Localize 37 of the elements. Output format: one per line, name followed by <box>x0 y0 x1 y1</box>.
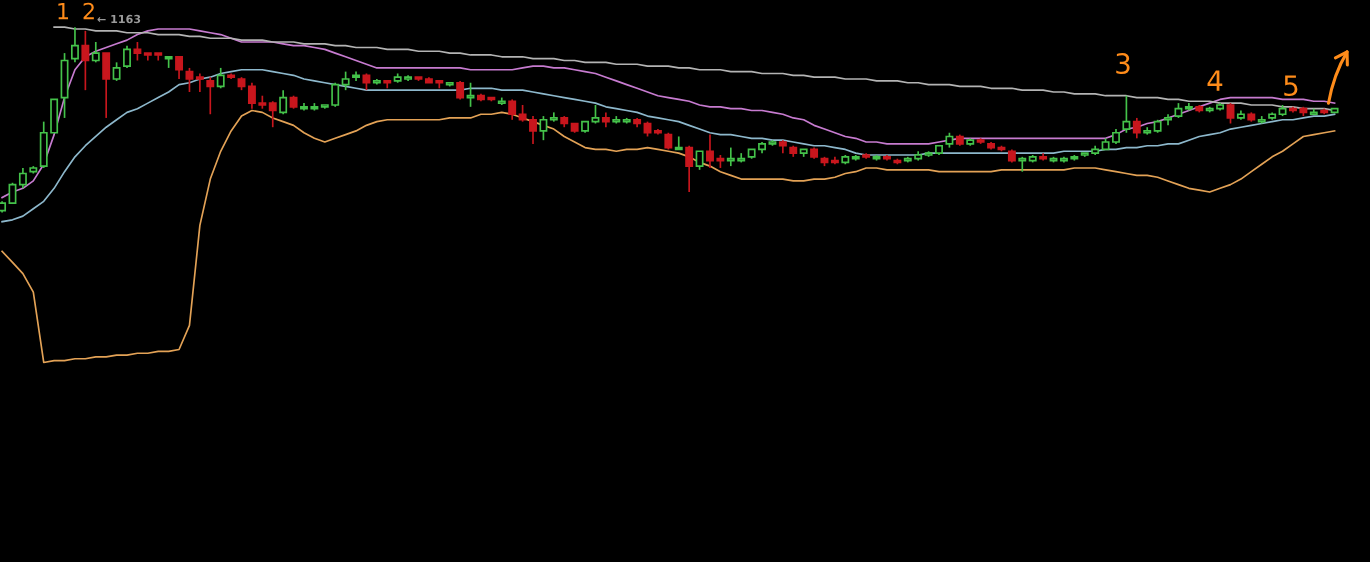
candlestick <box>456 80 465 101</box>
annotation: 3 <box>1116 53 1130 75</box>
candlestick <box>539 115 548 142</box>
candlestick <box>331 81 340 108</box>
candlestick <box>133 41 142 62</box>
candlestick <box>247 81 256 110</box>
candlestick <box>706 133 714 169</box>
candlestick <box>341 70 350 91</box>
candlestick <box>1226 102 1235 125</box>
candlestick <box>695 150 704 171</box>
candlestick <box>91 41 100 64</box>
candlestick <box>268 100 277 129</box>
candlestick <box>206 76 215 116</box>
candlestick <box>112 61 121 82</box>
text: ← 1163 <box>97 14 141 24</box>
candlestick <box>279 89 288 116</box>
annotation: 5 <box>1284 75 1298 97</box>
candlestick <box>1122 94 1131 134</box>
candlestick <box>18 167 27 190</box>
candlestick <box>685 144 694 193</box>
candlestick <box>175 55 184 80</box>
candlestick <box>1018 156 1027 173</box>
candlestick <box>529 115 537 145</box>
candlestick <box>726 146 735 167</box>
candlestick <box>674 135 683 151</box>
annotation: 4 <box>1207 70 1223 91</box>
candlestick <box>466 81 475 108</box>
candlestick <box>216 67 225 90</box>
candlestick <box>195 72 204 93</box>
candlestick <box>123 44 131 69</box>
candlestick <box>1132 117 1141 140</box>
candlestick <box>508 98 517 121</box>
candlestick <box>81 30 90 91</box>
text: 1 <box>58 2 69 20</box>
text: 2 <box>83 2 94 20</box>
candlestick <box>70 26 79 64</box>
candlestick <box>185 67 194 93</box>
